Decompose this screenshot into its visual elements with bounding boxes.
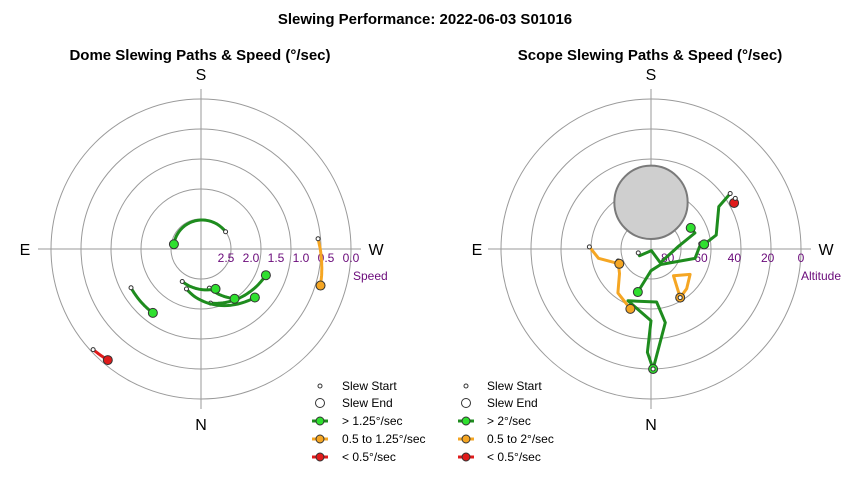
- scope-dir-right: W: [818, 242, 834, 259]
- dome-ticks: 2.5 2.0 1.5 1.0 0.5 0.0: [218, 251, 360, 265]
- slew-path-fast: [209, 273, 268, 305]
- legend-fast: > 1.25°/sec: [342, 414, 403, 428]
- slew-start-marker: [315, 280, 326, 291]
- scope-radial-label: Altitude: [801, 269, 841, 283]
- slew-start-marker: [102, 355, 113, 366]
- scope-dir-top: S: [646, 67, 657, 84]
- scope-dir-bottom: N: [645, 417, 657, 434]
- slew-start-marker: [260, 270, 271, 281]
- radial-tick-label: 1.5: [268, 251, 285, 265]
- slew-end-marker: [179, 278, 185, 284]
- legend-slow-marker: [315, 452, 325, 462]
- legend-mid: 0.5 to 1.25°/sec: [342, 432, 426, 446]
- legend-fast-marker: [315, 416, 325, 426]
- scope-legend: Slew Start Slew End > 2°/sec 0.5 to 2°/s…: [458, 379, 554, 464]
- slew-end-marker: [635, 250, 641, 256]
- slew-start-marker: [699, 239, 710, 250]
- dome-panel: Dome Slewing Paths & Speed (°/sec) S N E…: [20, 47, 388, 434]
- slew-end-marker: [677, 295, 683, 301]
- slew-path-fast: [129, 286, 155, 315]
- radial-tick-label: 0: [798, 251, 805, 265]
- slew-path-mid: [672, 272, 692, 300]
- figure-title: Slewing Performance: 2022-06-03 S01016: [278, 11, 572, 28]
- slew-end-marker: [128, 285, 134, 291]
- legend-fast: > 2°/sec: [487, 414, 531, 428]
- slew-path-fast: [180, 280, 217, 292]
- legend-slew-end: Slew End: [487, 396, 538, 410]
- dome-title: Dome Slewing Paths & Speed (°/sec): [69, 47, 330, 64]
- scope-zenith-region: [613, 164, 689, 240]
- scope-panel: Scope Slewing Paths & Speed (°/sec) S N …: [472, 47, 842, 434]
- slew-end-marker: [90, 347, 96, 353]
- dome-dir-left: E: [20, 242, 31, 259]
- slew-end-marker: [586, 244, 592, 250]
- dome-paths: [90, 218, 326, 366]
- dome-dir-right: W: [368, 242, 384, 259]
- scope-dir-left: E: [472, 242, 483, 259]
- legend-slew-start: Slew Start: [487, 379, 542, 393]
- scope-grid: [488, 89, 811, 409]
- slew-end-marker: [650, 366, 656, 372]
- slew-start-marker: [229, 293, 240, 304]
- slew-start-marker: [614, 258, 625, 269]
- slew-path-mid: [316, 237, 324, 287]
- radial-tick-label: 20: [761, 251, 775, 265]
- legend-slew-start-marker: [317, 383, 323, 389]
- legend-fast-marker: [461, 416, 471, 426]
- slew-start-marker: [685, 222, 696, 233]
- slew-path-fast: [636, 242, 703, 294]
- scope-ticks: 80 60 40 20 0: [661, 251, 805, 265]
- legend-slew-end-marker: [461, 398, 471, 408]
- scope-title: Scope Slewing Paths & Speed (°/sec): [518, 47, 782, 64]
- slew-end-marker: [727, 191, 733, 197]
- zenith-obscured-region: [613, 164, 689, 240]
- legend-slow: < 0.5°/sec: [342, 450, 396, 464]
- dome-grid: [38, 89, 361, 409]
- slew-end-marker: [223, 229, 229, 235]
- legend-slew-start-marker: [463, 383, 469, 389]
- slew-path-mid: [587, 245, 621, 266]
- legend-mid-marker: [315, 434, 325, 444]
- dome-radial-label: Speed: [353, 269, 388, 283]
- radial-tick-label: 1.0: [293, 251, 310, 265]
- slew-start-marker: [625, 303, 636, 314]
- slew-end-marker: [315, 236, 321, 242]
- legend-slew-end-marker: [315, 398, 325, 408]
- legend-slew-start: Slew Start: [342, 379, 397, 393]
- radial-tick-label: 2.5: [218, 251, 235, 265]
- slew-start-marker: [249, 292, 260, 303]
- radial-tick-label: 2.0: [243, 251, 260, 265]
- slew-end-marker: [183, 286, 189, 292]
- legend-mid: 0.5 to 2°/sec: [487, 432, 554, 446]
- scope-paths: [586, 191, 740, 374]
- legend-slow: < 0.5°/sec: [487, 450, 541, 464]
- slew-path-fast: [626, 299, 667, 371]
- dome-dir-top: S: [196, 67, 207, 84]
- slew-start-marker: [210, 283, 221, 294]
- slew-start-marker: [147, 307, 158, 318]
- legend-slew-end: Slew End: [342, 396, 393, 410]
- slew-end-marker: [732, 195, 738, 201]
- legend-mid-marker: [461, 434, 471, 444]
- slew-path-fast: [172, 218, 228, 246]
- slew-path-fast: [636, 226, 697, 265]
- radial-tick-label: 0.0: [343, 251, 360, 265]
- slew-path-fast: [702, 192, 732, 246]
- dome-dir-bottom: N: [195, 417, 207, 434]
- slew-start-marker: [632, 287, 643, 298]
- dome-legend: Slew Start Slew End > 1.25°/sec 0.5 to 1…: [312, 379, 426, 464]
- slew-path-fast: [185, 287, 257, 308]
- legend-slow-marker: [461, 452, 471, 462]
- radial-tick-label: 40: [728, 251, 742, 265]
- slew-start-marker: [168, 239, 179, 250]
